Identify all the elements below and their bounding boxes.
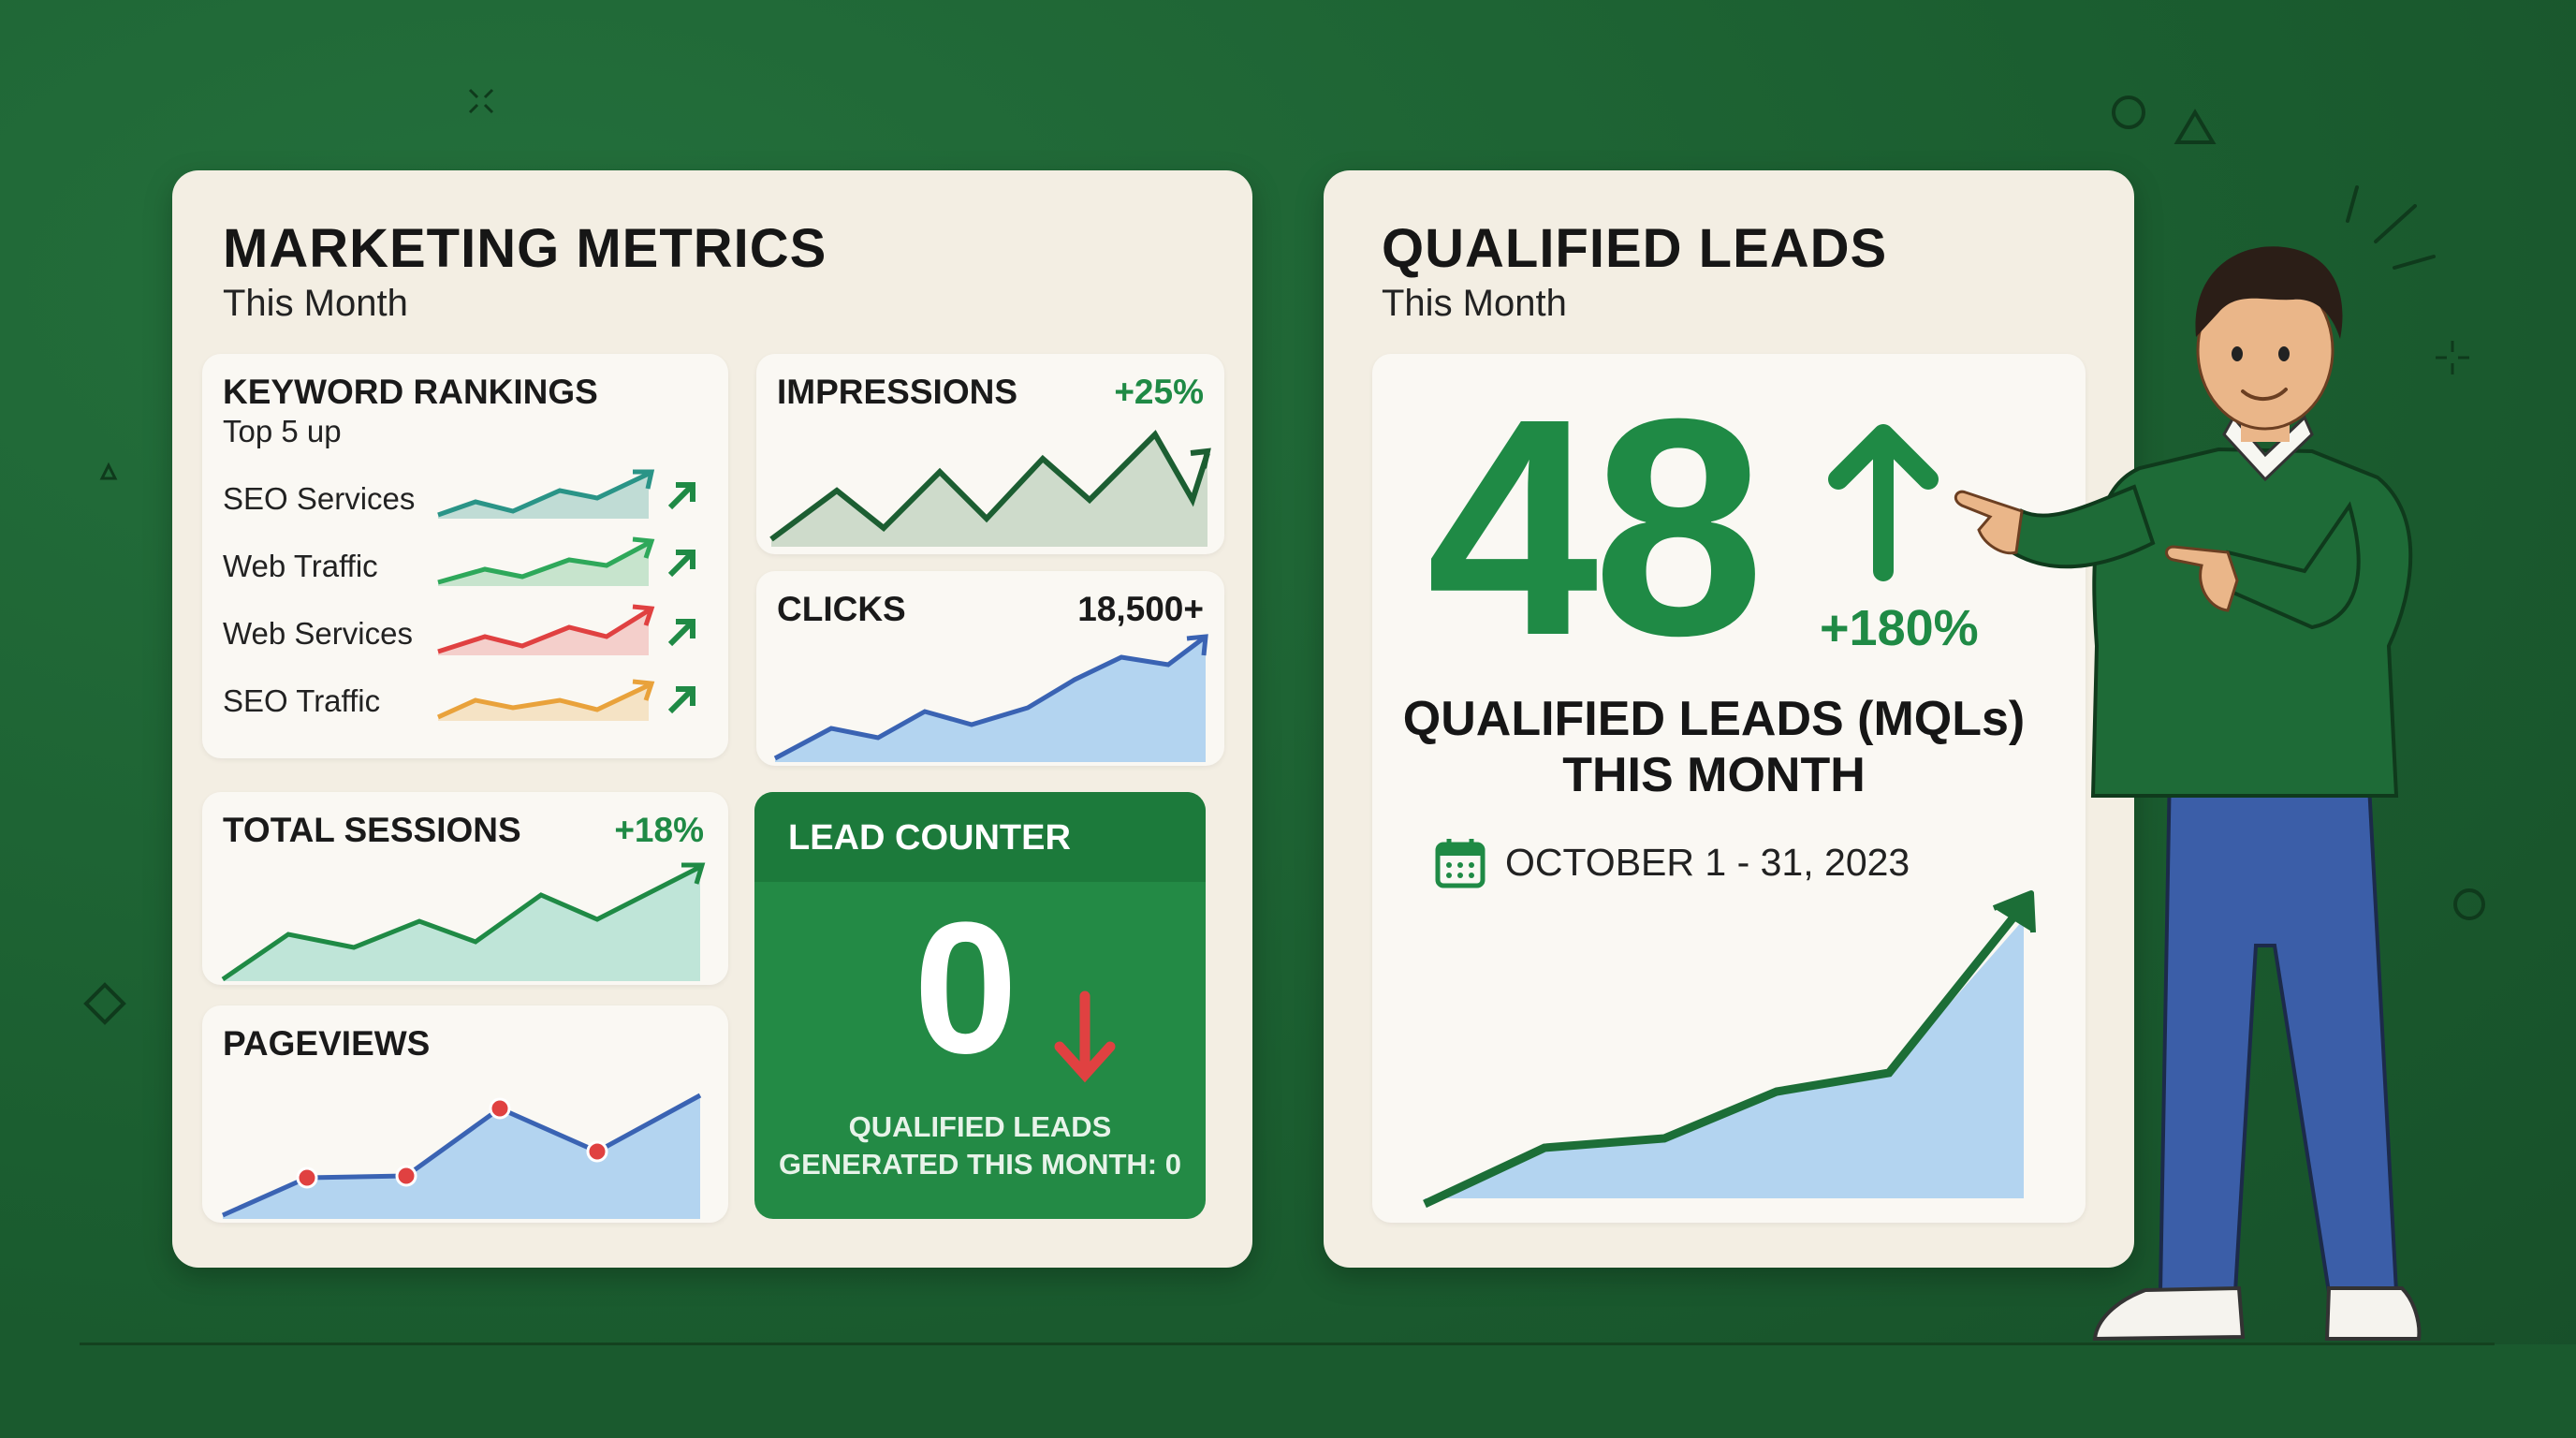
panel-title: IMPRESSIONS [777,373,1017,411]
panel-title: TOTAL SESSIONS [223,811,521,849]
circle-outline-icon [2453,888,2485,920]
lead-counter-caption-1: QUALIFIED LEADS [848,1110,1112,1143]
card-title: QUALIFIED LEADS [1382,218,1888,279]
trend-up-arrow-icon [667,482,695,510]
arrow-up-icon [1828,424,1939,581]
sparkline-web-services [437,604,655,655]
qualified-leads-caption-2: THIS MONTH [1562,748,1866,802]
impressions-chart [769,430,1211,547]
data-point [296,1167,318,1189]
data-point [586,1140,608,1163]
presenter-illustration [1954,246,2422,1342]
sparkle-icon [468,88,494,114]
card-subtitle: This Month [223,283,408,324]
card-title: MARKETING METRICS [223,218,827,279]
circle-outline-icon [2112,95,2145,129]
sparkline-seo-traffic [436,679,655,721]
lead-counter-caption-2: GENERATED THIS MONTH: 0 [779,1148,1181,1181]
trend-up-arrow-icon [667,686,695,714]
keyword-label-web-traffic: Web Traffic [223,549,378,583]
trend-up-arrow-icon [667,619,695,647]
floor-line [80,1343,2495,1345]
sparkline-seo-services [437,469,655,519]
data-point [395,1165,417,1187]
total-sessions-change: +18% [614,811,704,849]
small-triangle-icon [99,462,118,480]
pageviews-chart [221,1093,702,1219]
lead-counter-title: LEAD COUNTER [788,818,1071,858]
panel-subtitle: Top 5 up [223,414,342,448]
qualified-leads-change: +180% [1820,600,1979,656]
sparkline-web-traffic [437,536,655,586]
clicks-panel: CLICKS 18,500+ [756,571,1224,766]
keyword-rankings-panel: KEYWORD RANKINGS Top 5 up SEO Services W… [202,354,728,758]
keyword-label-web-services: Web Services [223,616,413,651]
keyword-label-seo-services: SEO Services [223,481,416,516]
plus-sparkle-icon [2436,341,2469,374]
card-subtitle: This Month [1382,283,1567,324]
pageviews-panel: PAGEVIEWS [202,1005,728,1223]
triangle-outline-icon [2174,109,2217,144]
ground-band [0,1344,2576,1438]
qualified-leads-caption-1: QUALIFIED LEADS (MQLs) [1402,692,2026,746]
lead-counter-value: 0 [914,884,1018,1093]
panel-title: CLICKS [777,590,906,628]
qualified-leads-value: 48 [1427,354,1764,699]
panel-title: KEYWORD RANKINGS [223,373,598,411]
total-sessions-panel: TOTAL SESSIONS +18% [202,792,728,985]
calendar-icon [1435,839,1486,888]
trend-up-arrow-icon [667,550,695,578]
lead-counter-header [754,792,1206,882]
lead-counter-card: LEAD COUNTER 0 QUALIFIED LEADS GENERATED… [754,792,1206,1219]
data-point [489,1097,511,1120]
keyword-label-seo-traffic: SEO Traffic [223,683,381,718]
emphasis-lines-icon [2346,185,2436,270]
date-range: OCTOBER 1 - 31, 2023 [1505,841,1910,884]
qualified-leads-chart [1423,890,2036,1209]
panel-title: PAGEVIEWS [223,1024,431,1063]
diamond-outline-icon [83,982,126,1025]
impressions-change: +25% [1114,373,1204,411]
arrow-down-icon [1054,990,1116,1083]
impressions-panel: IMPRESSIONS +25% [756,354,1224,554]
clicks-chart [773,634,1208,762]
total-sessions-chart [221,862,706,982]
clicks-value: 18,500+ [1077,590,1204,628]
